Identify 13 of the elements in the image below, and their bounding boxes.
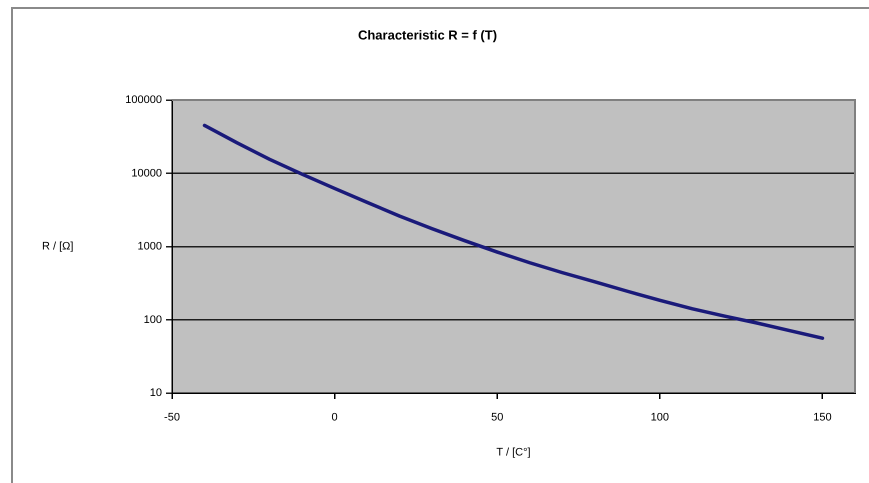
y-tick-label: 1000: [138, 240, 162, 253]
x-tick-label: 50: [491, 412, 504, 424]
x-tick-label: 100: [650, 412, 670, 424]
y-tick-label: 10000: [131, 167, 162, 180]
y-tick-label: 100: [144, 314, 162, 326]
x-tick-label: -50: [164, 412, 180, 424]
y-tick-label: 100000: [125, 94, 162, 106]
x-axis-title: T / [C°]: [496, 446, 531, 458]
x-tick-label: 150: [813, 412, 832, 424]
chart-title: Characteristic R = f (T): [358, 27, 498, 42]
y-axis-title: R / [Ω]: [42, 240, 74, 253]
x-tick-label: 0: [332, 412, 338, 424]
y-tick-label: 10: [150, 387, 162, 400]
